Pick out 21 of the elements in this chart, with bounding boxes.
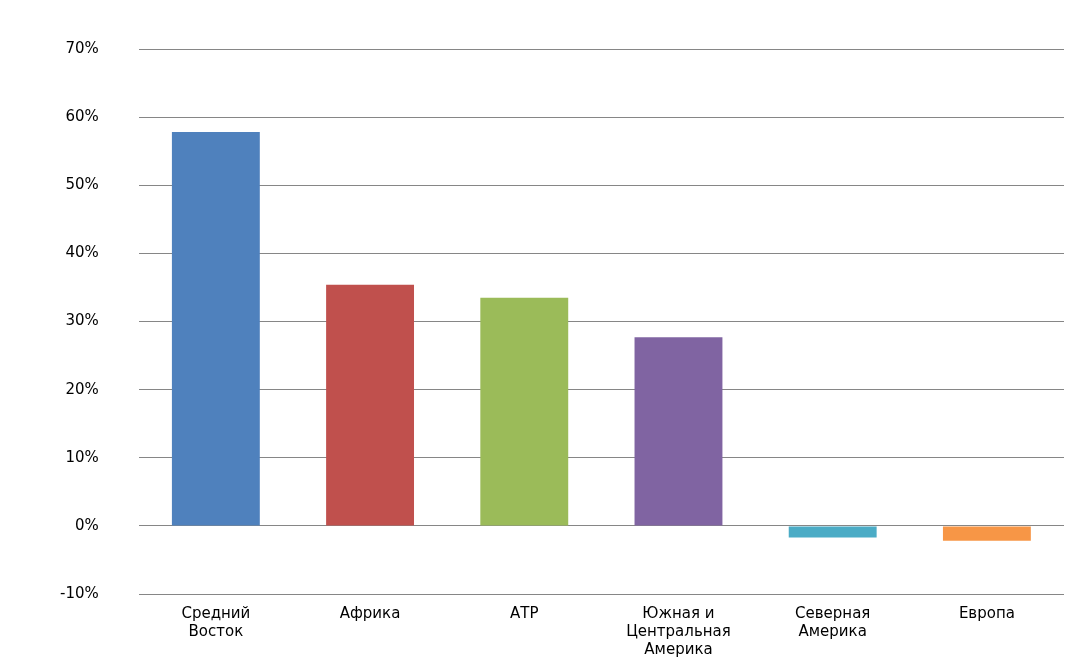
y-tick-label: 10% [65,447,99,466]
x-tick-label: АТР [510,603,539,622]
bar [634,337,723,526]
bar [480,297,569,526]
y-tick-label: 70% [65,38,99,57]
y-tick-label: 20% [65,379,99,398]
y-tick-label: 50% [65,175,99,194]
x-tick-label: Средний Восток [181,603,251,640]
y-tick-label: 30% [65,311,99,330]
x-tick-label: Северная Америка [795,603,871,640]
bar [942,526,1031,541]
x-tick-label: Европа [958,603,1015,622]
y-tick-label: 60% [65,107,99,126]
x-tick-label: Южная и Центральная Америка [626,603,731,658]
x-tick-label: Африка [339,603,401,622]
bar [788,526,877,538]
y-tick-label: 0% [74,515,99,534]
y-tick-label: 40% [65,243,99,262]
bar [326,284,415,526]
y-tick-label: -10% [59,583,99,602]
bar [171,132,260,526]
